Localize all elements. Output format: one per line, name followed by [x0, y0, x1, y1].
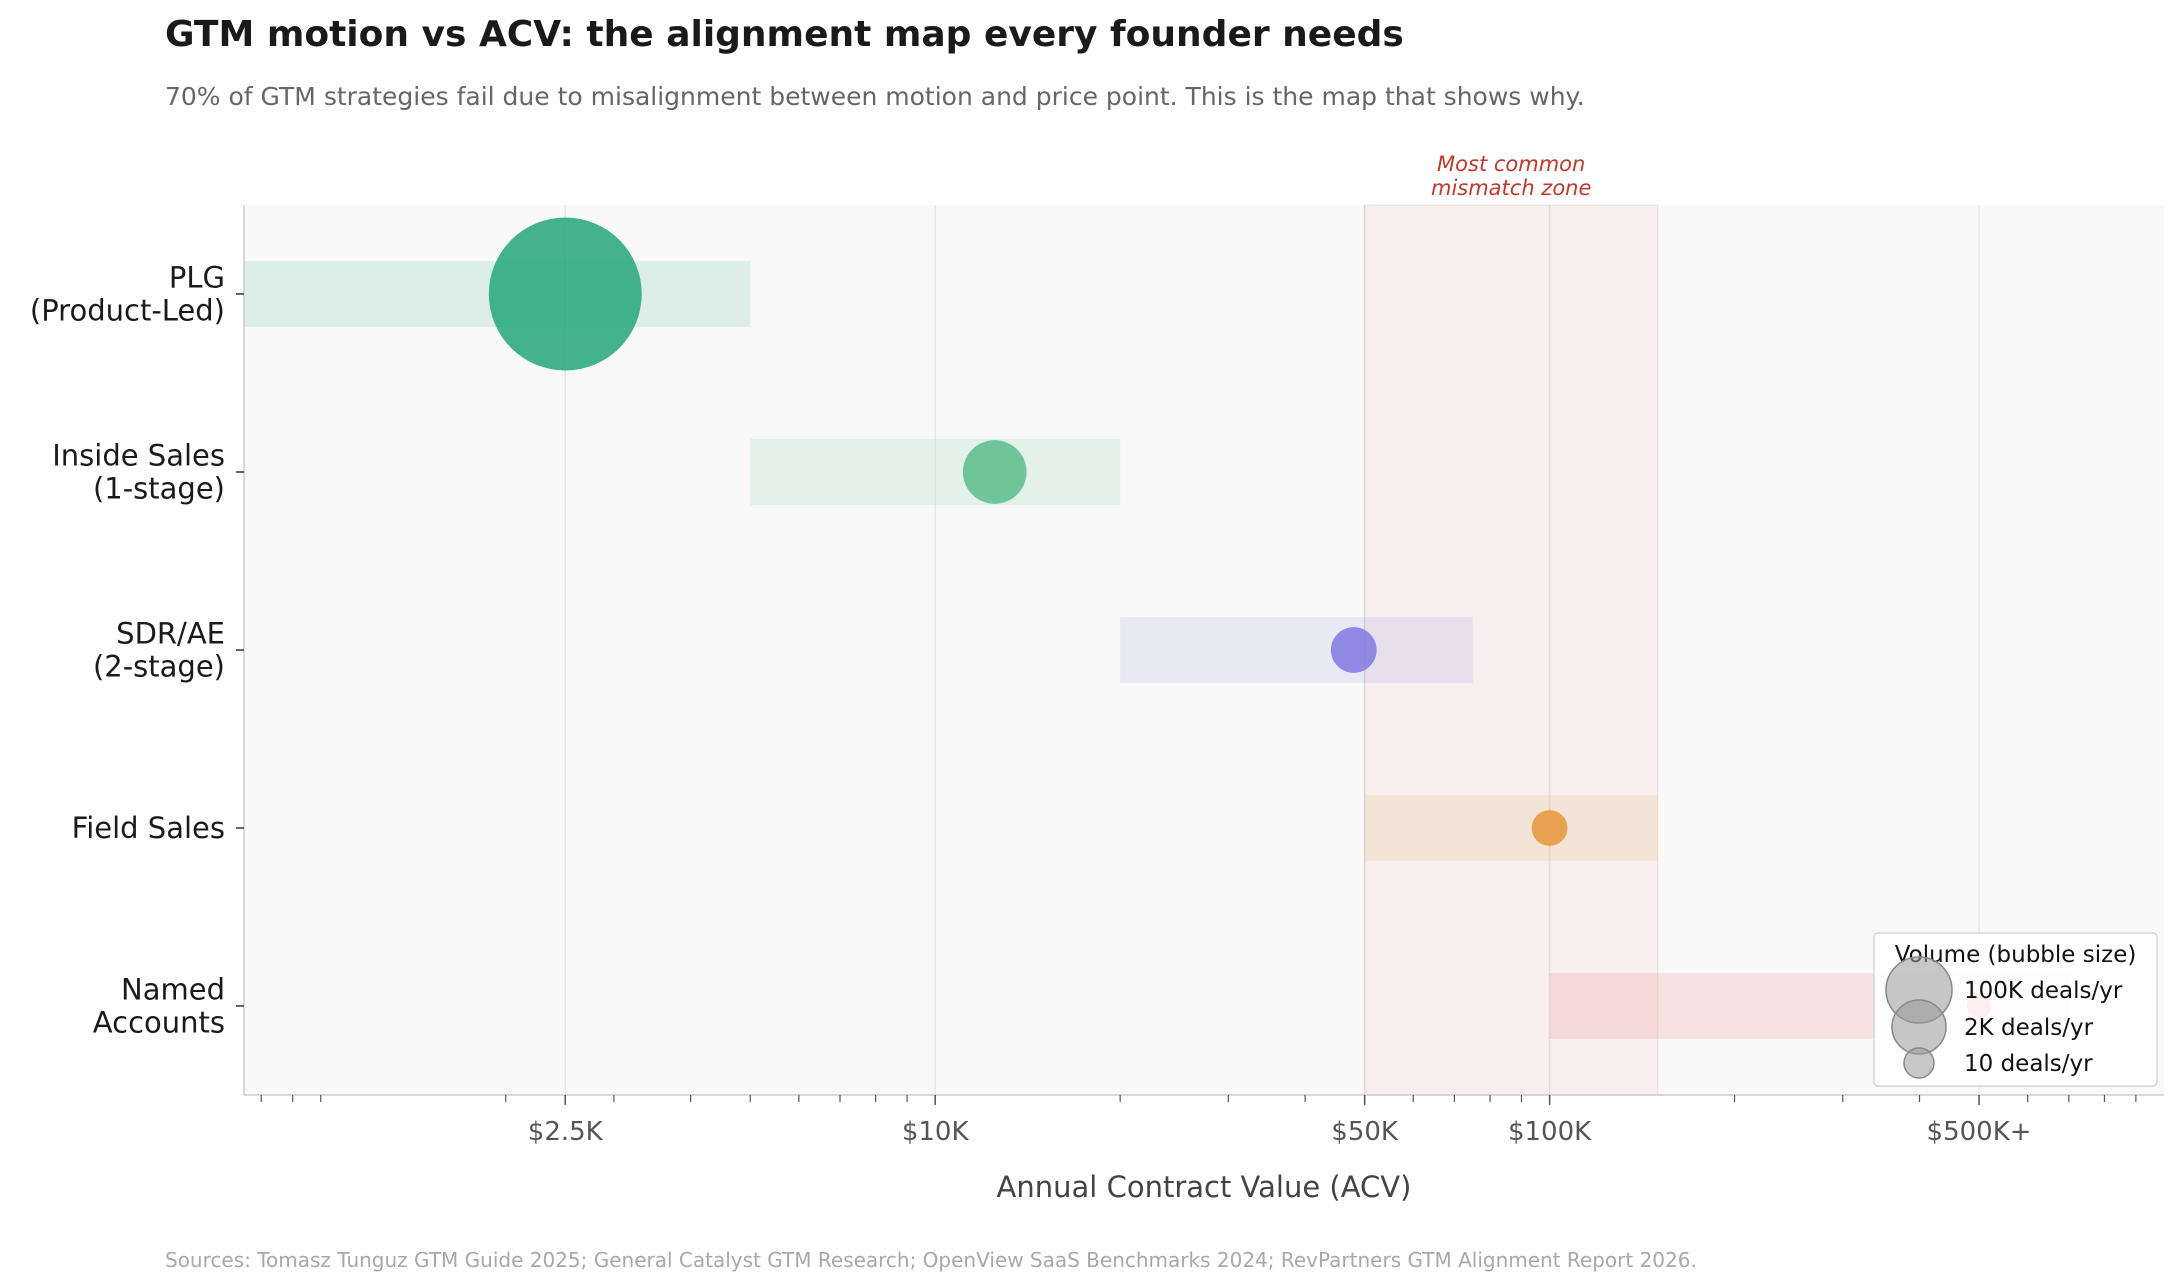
- category-label: PLG: [169, 261, 225, 295]
- bubble: [488, 217, 642, 371]
- x-tick-label: $50K: [1331, 1117, 1399, 1147]
- bubble: [1330, 627, 1377, 673]
- category-label: Named: [121, 973, 225, 1007]
- source-note: Sources: Tomasz Tunguz GTM Guide 2025; G…: [165, 1248, 1697, 1272]
- x-tick-label: $2.5K: [528, 1117, 604, 1147]
- legend-label: 10 deals/yr: [1964, 1051, 2093, 1077]
- chart-title: GTM motion vs ACV: the alignment map eve…: [165, 14, 1404, 55]
- category-label: Accounts: [93, 1006, 225, 1040]
- bubble: [1531, 810, 1568, 846]
- x-axis-label: Annual Contract Value (ACV): [997, 1170, 1412, 1204]
- mismatch-zone-label: mismatch zone: [1431, 176, 1591, 200]
- legend-bubble: [1891, 999, 1947, 1055]
- category-label: Field Sales: [72, 811, 225, 845]
- category-label: (1-stage): [93, 472, 225, 506]
- category-label: (2-stage): [93, 650, 225, 684]
- mismatch-zone: [1364, 204, 1659, 1096]
- legend-label: 100K deals/yr: [1964, 978, 2123, 1004]
- chart-subtitle: 70% of GTM strategies fail due to misali…: [165, 82, 1585, 111]
- bubble: [962, 440, 1027, 504]
- category-label: SDR/AE: [116, 617, 225, 651]
- mismatch-zone-label: Most common: [1437, 152, 1585, 176]
- range-bar: [1364, 795, 1658, 861]
- x-tick-label: $100K: [1508, 1117, 1592, 1147]
- x-tick-label: $500K+: [1927, 1117, 2032, 1147]
- legend-label: 2K deals/yr: [1964, 1015, 2094, 1041]
- range-bar: [1120, 617, 1473, 683]
- category-label: (Product-Led): [30, 294, 225, 328]
- range-bar: [750, 439, 1121, 505]
- x-tick-label: $10K: [902, 1117, 970, 1147]
- category-label: Inside Sales: [52, 439, 225, 473]
- legend-bubble: [1903, 1047, 1935, 1079]
